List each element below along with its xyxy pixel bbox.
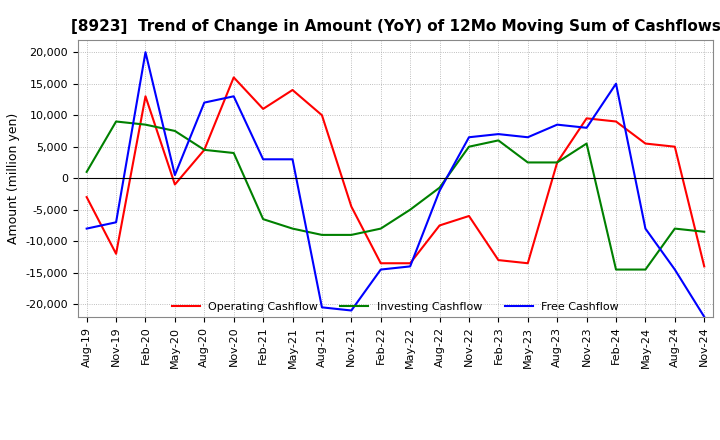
- Investing Cashflow: [553, 160, 562, 165]
- Free Cashflow: [230, 94, 238, 99]
- Free Cashflow: [82, 226, 91, 231]
- Free Cashflow: [200, 100, 209, 105]
- Free Cashflow: [318, 305, 326, 310]
- Line: Operating Cashflow: Operating Cashflow: [86, 77, 704, 266]
- Investing Cashflow: [347, 232, 356, 238]
- Operating Cashflow: [258, 106, 267, 111]
- Free Cashflow: [141, 50, 150, 55]
- Operating Cashflow: [82, 194, 91, 200]
- Investing Cashflow: [494, 138, 503, 143]
- Operating Cashflow: [436, 223, 444, 228]
- Free Cashflow: [494, 132, 503, 137]
- Investing Cashflow: [582, 141, 591, 146]
- Investing Cashflow: [82, 169, 91, 175]
- Free Cashflow: [464, 135, 473, 140]
- Operating Cashflow: [553, 160, 562, 165]
- Investing Cashflow: [377, 226, 385, 231]
- Operating Cashflow: [641, 141, 649, 146]
- Operating Cashflow: [523, 260, 532, 266]
- Free Cashflow: [436, 188, 444, 194]
- Free Cashflow: [553, 122, 562, 127]
- Operating Cashflow: [200, 147, 209, 153]
- Operating Cashflow: [377, 260, 385, 266]
- Free Cashflow: [406, 264, 415, 269]
- Operating Cashflow: [670, 144, 679, 149]
- Free Cashflow: [641, 226, 649, 231]
- Investing Cashflow: [523, 160, 532, 165]
- Free Cashflow: [258, 157, 267, 162]
- Free Cashflow: [171, 172, 179, 178]
- Free Cashflow: [582, 125, 591, 130]
- Investing Cashflow: [464, 144, 473, 149]
- Investing Cashflow: [230, 150, 238, 156]
- Free Cashflow: [377, 267, 385, 272]
- Operating Cashflow: [612, 119, 621, 124]
- Free Cashflow: [112, 220, 120, 225]
- Operating Cashflow: [171, 182, 179, 187]
- Investing Cashflow: [670, 226, 679, 231]
- Free Cashflow: [670, 267, 679, 272]
- Operating Cashflow: [406, 260, 415, 266]
- Investing Cashflow: [406, 207, 415, 213]
- Free Cashflow: [612, 81, 621, 86]
- Operating Cashflow: [347, 204, 356, 209]
- Free Cashflow: [347, 308, 356, 313]
- Y-axis label: Amount (million yen): Amount (million yen): [7, 113, 20, 244]
- Investing Cashflow: [112, 119, 120, 124]
- Operating Cashflow: [318, 113, 326, 118]
- Operating Cashflow: [230, 75, 238, 80]
- Investing Cashflow: [700, 229, 708, 235]
- Investing Cashflow: [141, 122, 150, 127]
- Investing Cashflow: [258, 216, 267, 222]
- Operating Cashflow: [464, 213, 473, 219]
- Investing Cashflow: [612, 267, 621, 272]
- Operating Cashflow: [700, 264, 708, 269]
- Operating Cashflow: [112, 251, 120, 257]
- Free Cashflow: [700, 314, 708, 319]
- Investing Cashflow: [171, 128, 179, 134]
- Investing Cashflow: [641, 267, 649, 272]
- Operating Cashflow: [494, 257, 503, 263]
- Investing Cashflow: [318, 232, 326, 238]
- Investing Cashflow: [288, 226, 297, 231]
- Operating Cashflow: [582, 116, 591, 121]
- Legend: Operating Cashflow, Investing Cashflow, Free Cashflow: Operating Cashflow, Investing Cashflow, …: [167, 298, 624, 317]
- Free Cashflow: [523, 135, 532, 140]
- Investing Cashflow: [436, 185, 444, 190]
- Free Cashflow: [288, 157, 297, 162]
- Operating Cashflow: [141, 94, 150, 99]
- Line: Investing Cashflow: Investing Cashflow: [86, 121, 704, 270]
- Title: [8923]  Trend of Change in Amount (YoY) of 12Mo Moving Sum of Cashflows: [8923] Trend of Change in Amount (YoY) o…: [71, 19, 720, 34]
- Investing Cashflow: [200, 147, 209, 153]
- Line: Free Cashflow: Free Cashflow: [86, 52, 704, 317]
- Operating Cashflow: [288, 88, 297, 93]
